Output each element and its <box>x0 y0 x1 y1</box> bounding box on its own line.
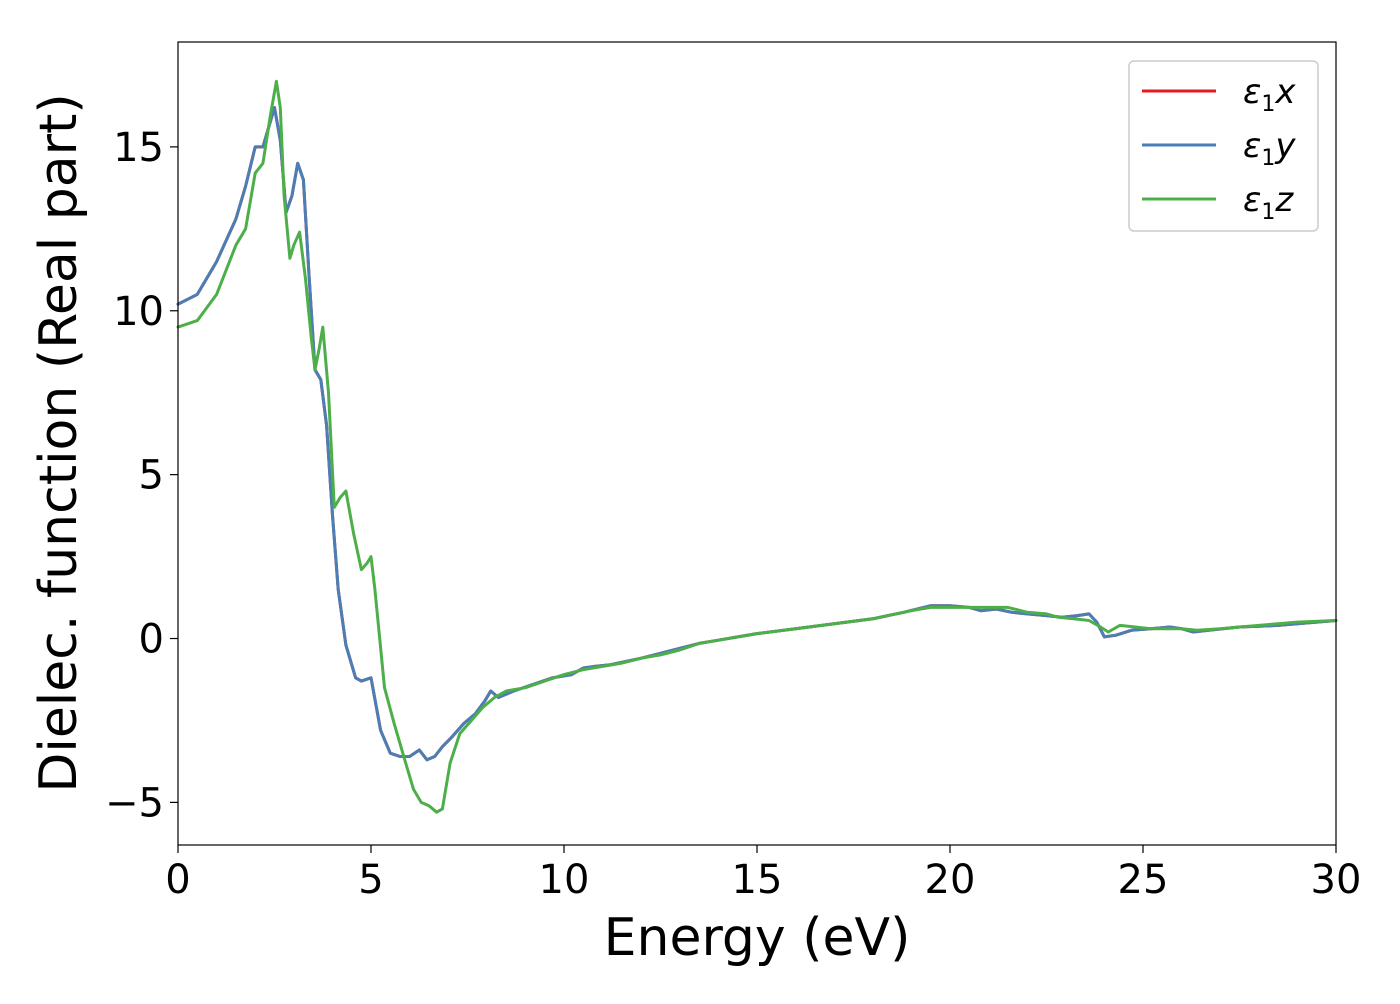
series-layer <box>176 79 1338 814</box>
x-tick-label: 20 <box>925 857 976 903</box>
y-tick-label: 5 <box>139 453 164 499</box>
x-tick-label: 10 <box>539 857 590 903</box>
legend: ε1x ε1y ε1z <box>1128 60 1319 232</box>
x-tick-label: 0 <box>165 857 190 903</box>
y-tick-label: 0 <box>139 617 164 663</box>
series-line-z <box>176 79 1338 814</box>
x-tick-label: 25 <box>1118 857 1169 903</box>
y-axis-title: Dielec. function (Real part) <box>29 93 89 792</box>
x-tick-label: 15 <box>732 857 783 903</box>
legend-box <box>1128 60 1319 232</box>
y-tick-label: 10 <box>113 289 164 335</box>
legend-label-y: ε1y <box>1243 126 1296 171</box>
x-axis-title: Energy (eV) <box>604 908 911 968</box>
legend-label-x: ε1x <box>1243 72 1296 117</box>
legend-label-z: ε1z <box>1243 180 1294 225</box>
y-tick-label: −5 <box>105 780 164 826</box>
x-tick-label: 5 <box>358 857 383 903</box>
y-tick-label: 15 <box>113 125 164 171</box>
x-tick-label: 30 <box>1311 857 1362 903</box>
